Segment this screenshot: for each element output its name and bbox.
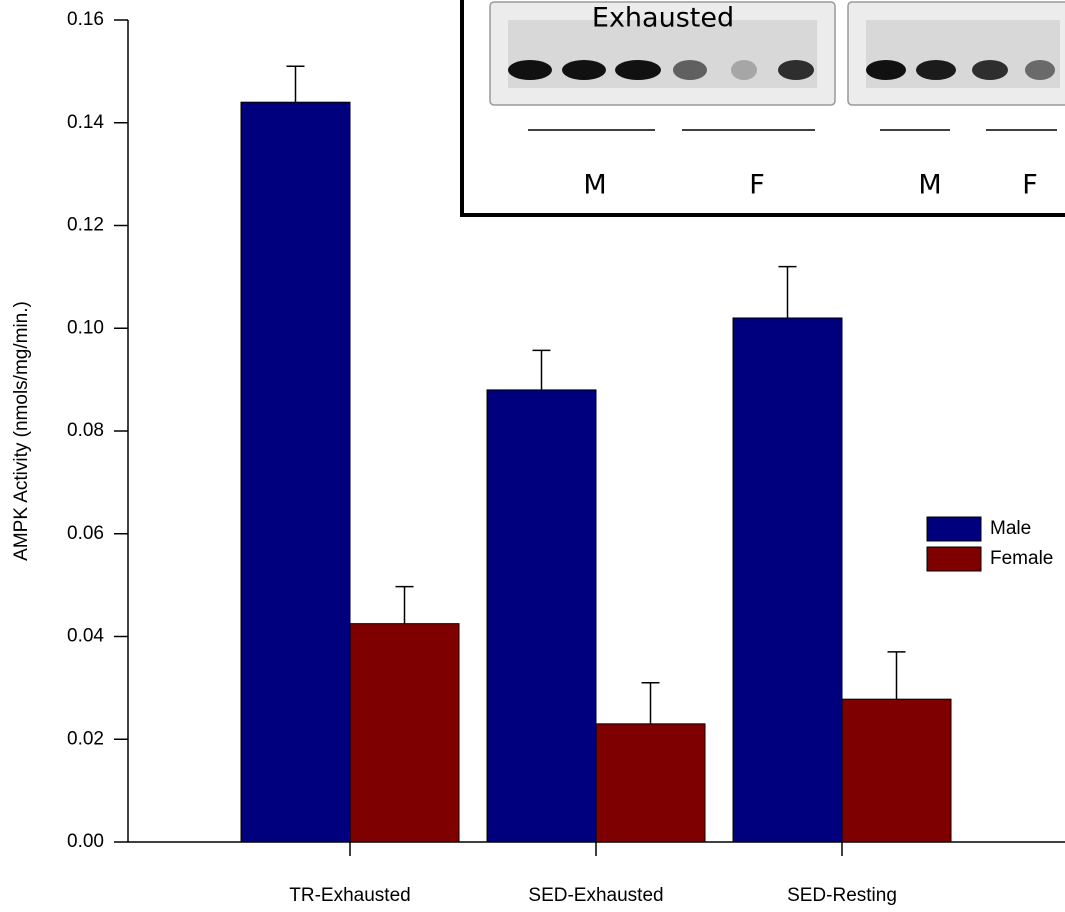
bar — [241, 102, 350, 842]
error-bar — [642, 683, 660, 724]
bar — [842, 699, 951, 842]
blot-band — [866, 60, 906, 80]
y-tick-label: 0.16 — [67, 9, 104, 30]
error-bar — [779, 267, 797, 318]
blot-band — [972, 60, 1008, 80]
error-bar — [396, 587, 414, 624]
legend-swatch — [927, 517, 981, 541]
blot-band — [1025, 60, 1055, 80]
bar — [596, 724, 705, 842]
y-tick-label: 0.14 — [67, 112, 104, 133]
group-label: F — [1022, 170, 1038, 201]
group-label: M — [583, 170, 606, 201]
error-bar — [888, 652, 906, 699]
bar — [487, 390, 596, 842]
inset-title: Exhausted — [592, 3, 734, 34]
error-bar — [287, 66, 305, 102]
blot-band — [731, 60, 757, 80]
y-tick-label: 0.10 — [67, 317, 104, 338]
blot-band — [508, 60, 552, 80]
group-label: M — [918, 170, 941, 201]
y-tick-label: 0.06 — [67, 523, 104, 544]
chart: AMPK Activity (nmols/mg/min.) 0.00 0.02 0.… — [0, 0, 1065, 912]
y-tick-label: 0.12 — [67, 215, 104, 236]
bar — [733, 318, 842, 842]
legend-label: Female — [990, 548, 1053, 569]
group-label: F — [749, 170, 765, 201]
y-tick-label: 0.00 — [67, 831, 104, 852]
x-tick-label: SED-Resting — [787, 885, 897, 906]
error-bar — [533, 350, 551, 390]
blot-band — [916, 60, 956, 80]
y-axis-label: AMPK Activity (nmols/mg/min.) — [11, 301, 32, 561]
y-tick-label: 0.04 — [67, 626, 104, 647]
blot-band — [673, 60, 707, 80]
inset: Exhausted M F M F — [462, 0, 1065, 215]
bar — [350, 624, 459, 842]
legend-swatch — [927, 547, 981, 571]
x-tick-label: SED-Exhausted — [528, 885, 663, 906]
blot-band — [778, 60, 814, 80]
y-tick-label: 0.02 — [67, 728, 104, 749]
blot-band — [562, 60, 606, 80]
legend-label: Male — [990, 518, 1031, 539]
x-tick-label: TR-Exhausted — [289, 885, 410, 906]
y-tick-label: 0.08 — [67, 420, 104, 441]
blot-band — [615, 60, 661, 80]
